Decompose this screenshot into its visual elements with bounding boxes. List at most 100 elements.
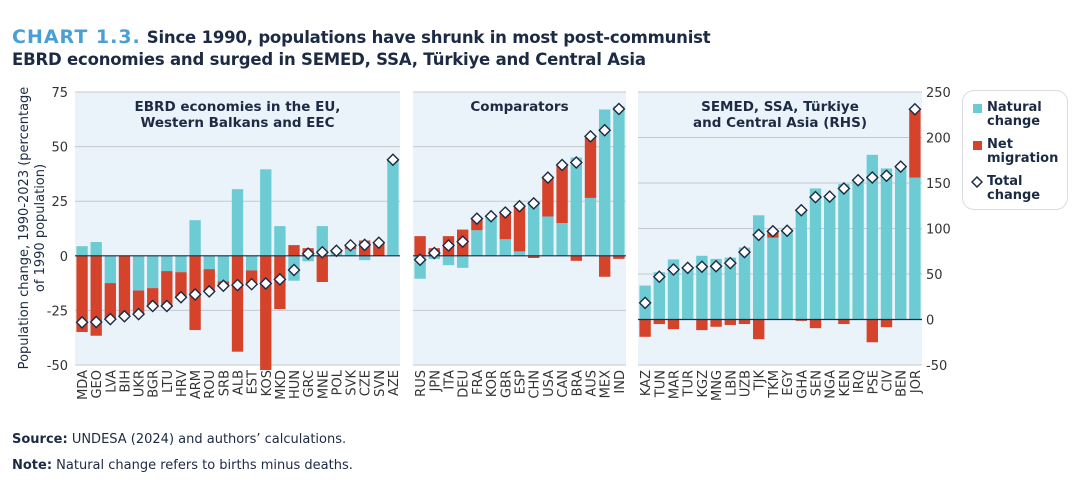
total-change-marker	[372, 236, 386, 250]
net-migration-bar	[696, 319, 708, 331]
x-tick-label: IND	[613, 370, 628, 394]
x-tick-label: MDA	[76, 370, 91, 400]
x-tick-label: JOR	[909, 370, 924, 394]
net-migration-bar	[710, 319, 722, 327]
legend: Natural change Net migration Total chang…	[962, 90, 1068, 210]
net-migration-bar	[414, 236, 426, 256]
net-migration-bar	[161, 271, 173, 307]
natural-change-bar	[147, 255, 159, 289]
net-migration-bar	[570, 255, 582, 261]
natural-change-bar	[570, 157, 582, 256]
x-tick-label: SVK	[345, 370, 360, 396]
total-change-marker	[470, 212, 484, 226]
total-change-marker	[386, 153, 400, 167]
total-change-marker	[709, 259, 723, 273]
natural-change-bar	[613, 106, 625, 256]
right-axis-tick-label: 200	[926, 132, 951, 147]
natural-change-bar	[542, 216, 554, 256]
total-change-marker	[146, 299, 160, 313]
x-tick-label: KOR	[485, 370, 500, 397]
source-note: Source: UNDESA (2024) and authors’ calcu…	[12, 432, 346, 447]
x-tick-label: KEN	[838, 370, 853, 396]
total-change-marker	[794, 203, 808, 217]
x-tick-label: FRA	[471, 370, 486, 395]
total-change-marker	[188, 287, 202, 301]
total-change-marker	[766, 224, 780, 238]
natural-change-bar	[76, 246, 88, 256]
natural-change-bar	[175, 255, 187, 273]
x-tick-label: NGA	[824, 370, 839, 399]
natural-change-bar	[724, 257, 736, 320]
x-tick-label: TKM	[767, 370, 782, 399]
natural-change-bar	[584, 197, 597, 256]
panel-title: and Central Asia (RHS)	[693, 115, 867, 131]
net-migration-bar	[260, 255, 272, 371]
natural-change-bar	[260, 169, 272, 256]
right-axis-tick-label: 50	[926, 268, 943, 283]
natural-change-bar	[809, 188, 822, 320]
natural-change-bar	[753, 215, 765, 320]
net-migration-bar	[203, 269, 215, 292]
total-change-marker	[442, 239, 455, 253]
x-tick-label: ARM	[189, 370, 204, 399]
total-change-marker	[880, 169, 893, 183]
x-tick-label: GRC	[302, 370, 317, 398]
total-change-marker	[894, 160, 908, 174]
natural-change-bar	[653, 272, 665, 320]
net-migration-bar	[667, 319, 680, 330]
natural-change-bar	[710, 258, 722, 320]
y-axis-title-line-1: Population change, 1990-2023 (percentage	[17, 87, 32, 370]
net-migration-bar	[90, 255, 102, 336]
net-migration-bar	[880, 319, 893, 328]
x-tick-label: MEX	[599, 370, 614, 398]
total-change-marker	[598, 123, 612, 137]
natural-change-bar	[485, 216, 497, 256]
total-change-marker	[103, 312, 117, 326]
natural-change-bar	[161, 255, 173, 272]
total-change-marker	[695, 260, 709, 274]
x-tick-label: MAR	[668, 370, 683, 399]
natural-change-bar	[217, 255, 230, 282]
total-change-marker	[865, 171, 879, 185]
net-migration-bar	[288, 245, 300, 256]
natural-change-bar	[667, 259, 680, 320]
x-tick-label: CHN	[528, 370, 543, 399]
left-axis-tick-label: 50	[51, 141, 68, 156]
natural-change-bar	[387, 161, 399, 256]
panel-title: Comparators	[470, 99, 568, 115]
total-change-marker	[541, 171, 555, 185]
x-tick-label: JPN	[428, 370, 443, 392]
natural-change-bar	[457, 255, 469, 268]
legend-natural-swatch	[973, 104, 982, 113]
total-change-marker	[427, 246, 441, 260]
x-tick-label: KOS	[260, 370, 275, 396]
x-tick-label: MKD	[274, 370, 289, 400]
total-change-marker	[823, 190, 837, 204]
total-change-marker	[231, 278, 244, 292]
x-tick-label: BIH	[118, 370, 133, 393]
x-tick-label: UKR	[133, 370, 148, 397]
right-axis-tick-label: -50	[926, 359, 947, 374]
x-tick-label: DEU	[457, 370, 472, 398]
net-migration-bar	[838, 319, 850, 325]
left-axis-tick-label: 0	[60, 250, 68, 265]
legend-migration-swatch	[973, 141, 982, 150]
total-change-marker	[273, 272, 287, 286]
natural-change-bar	[696, 255, 708, 320]
x-tick-label: SRB	[217, 370, 232, 396]
x-tick-label: MNE	[316, 370, 331, 399]
title-line-1: Since 1990, populations have shrunk in m…	[146, 28, 711, 47]
total-change-marker	[738, 245, 751, 259]
chart-label: CHART 1.3.	[12, 26, 141, 48]
total-change-marker	[555, 158, 569, 172]
natural-change-bar	[90, 242, 102, 256]
total-change-marker	[315, 245, 329, 259]
natural-change-bar	[189, 220, 201, 256]
total-change-marker	[413, 253, 427, 267]
natural-change-bar	[556, 223, 568, 256]
x-tick-label: MNG	[710, 370, 725, 401]
x-tick-label: UZB	[739, 370, 754, 397]
x-tick-label: TUN	[653, 370, 668, 398]
net-migration-bar	[118, 255, 131, 317]
